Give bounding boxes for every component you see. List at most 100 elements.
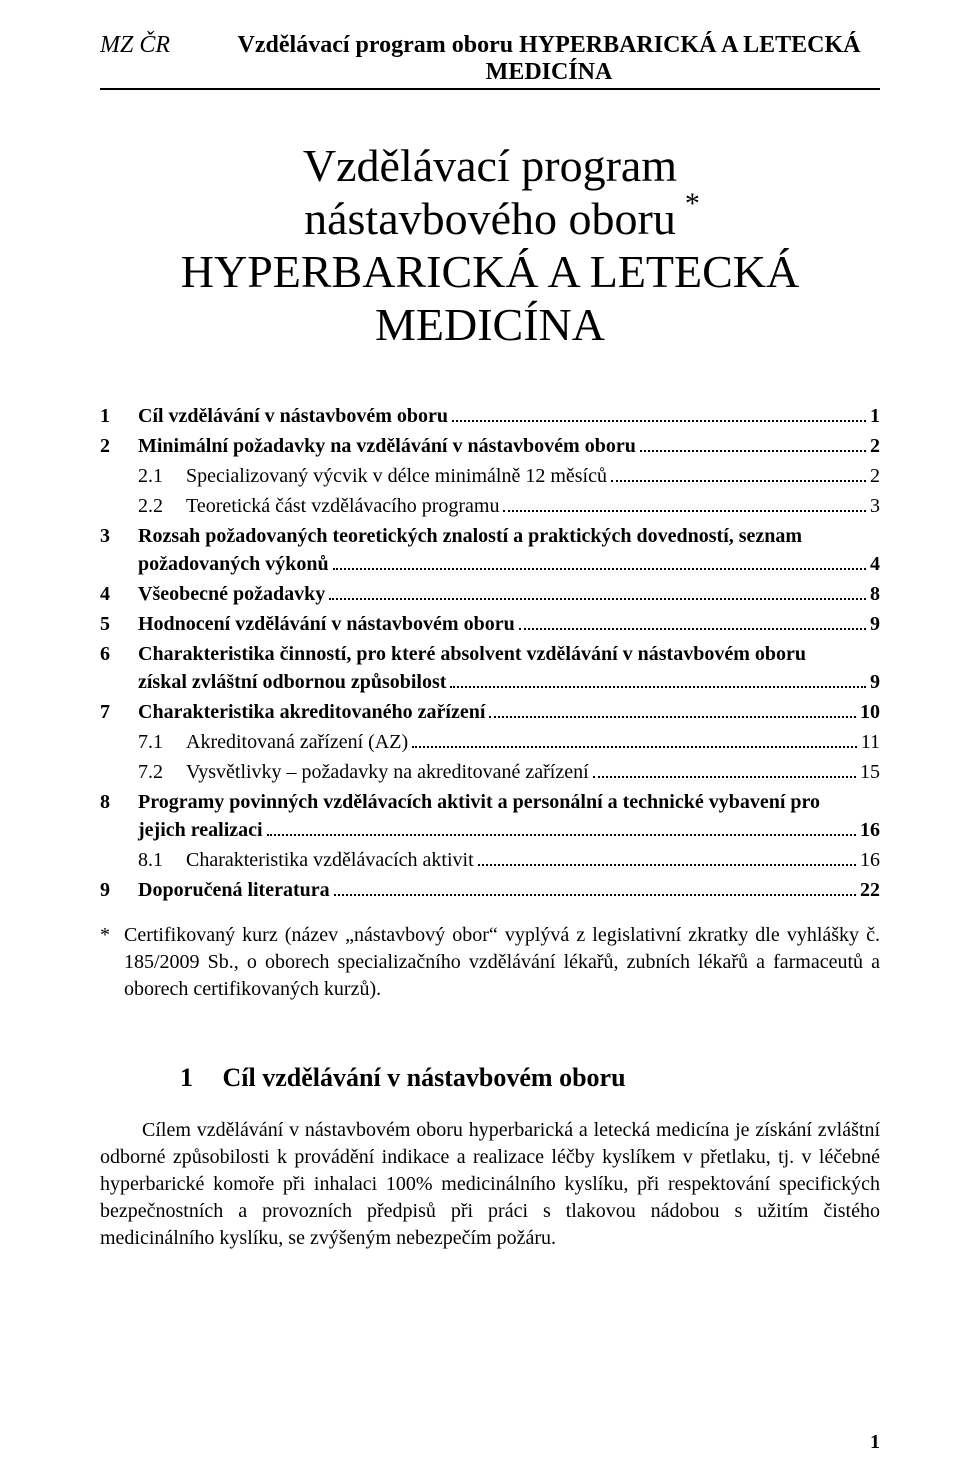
toc-number: 3 (100, 522, 138, 550)
toc-number: 2 (100, 432, 138, 460)
toc-label: Charakteristika vzdělávacích aktivit (186, 846, 474, 874)
toc-number: 7.2 (138, 758, 186, 786)
toc-page: 11 (861, 728, 880, 756)
toc-text: Charakteristika akreditovaného zařízení1… (138, 698, 880, 726)
toc-text: Charakteristika vzdělávacích aktivit 16 (186, 846, 880, 874)
toc-leader-dots (519, 610, 866, 630)
toc-number: 9 (100, 876, 138, 904)
toc-page: 1 (870, 402, 880, 430)
toc-leader-dots (450, 668, 866, 688)
toc-text: Specializovaný výcvik v délce minimálně … (186, 462, 880, 490)
toc-label: Hodnocení vzdělávání v nástavbovém oboru (138, 610, 515, 638)
toc-page: 22 (860, 876, 880, 904)
toc-text: Programy povinných vzdělávacích aktivit … (138, 788, 880, 844)
header-left: MZ ČR (100, 32, 170, 59)
toc-leader-dots (489, 698, 856, 718)
toc-label: získal zvláštní odbornou způsobilost (138, 668, 446, 696)
toc-entry: 5Hodnocení vzdělávání v nástavbovém obor… (100, 610, 880, 638)
toc-page: 8 (870, 580, 880, 608)
table-of-contents: 1Cíl vzdělávání v nástavbovém oboru12Min… (100, 402, 880, 904)
toc-number: 8 (100, 788, 138, 816)
toc-leader-dots (333, 550, 866, 570)
toc-label: Doporučená literatura (138, 876, 330, 904)
toc-text: Rozsah požadovaných teoretických znalost… (138, 522, 880, 578)
toc-label: Všeobecné požadavky (138, 580, 325, 608)
section-1-number: 1 (180, 1063, 216, 1093)
toc-text: Všeobecné požadavky 8 (138, 580, 880, 608)
toc-entry: 7.2Vysvětlivky – požadavky na akreditova… (138, 758, 880, 786)
toc-leader-dots (593, 758, 856, 778)
toc-leader-dots (412, 728, 857, 748)
toc-entry: 9Doporučená literatura 22 (100, 876, 880, 904)
toc-label: Teoretická část vzdělávacího programu (186, 492, 499, 520)
toc-leader-dots (329, 580, 866, 600)
toc-entry: 2.2Teoretická část vzdělávacího programu… (138, 492, 880, 520)
toc-text: Teoretická část vzdělávacího programu 3 (186, 492, 880, 520)
toc-text: Minimální požadavky na vzdělávání v nást… (138, 432, 880, 460)
toc-entry: 7Charakteristika akreditovaného zařízení… (100, 698, 880, 726)
toc-label: Charakteristika činností, pro které abso… (138, 640, 806, 668)
toc-page: 16 (860, 846, 880, 874)
footnote: * Certifikovaný kurz (název „nástavbový … (100, 922, 880, 1003)
toc-page: 2 (870, 462, 880, 490)
toc-entry: 8.1Charakteristika vzdělávacích aktivit 1… (138, 846, 880, 874)
toc-entry: 2Minimální požadavky na vzdělávání v nás… (100, 432, 880, 460)
toc-text: Hodnocení vzdělávání v nástavbovém oboru… (138, 610, 880, 638)
toc-page: 2 (870, 432, 880, 460)
toc-label: požadovaných výkonů (138, 550, 329, 578)
toc-entry: 3Rozsah požadovaných teoretických znalos… (100, 522, 880, 578)
toc-label: Charakteristika akreditovaného zařízení (138, 698, 485, 726)
toc-entry: 6Charakteristika činností, pro které abs… (100, 640, 880, 696)
title-line-3: HYPERBARICKÁ A LETECKÁ (100, 246, 880, 299)
toc-label: Rozsah požadovaných teoretických znalost… (138, 522, 802, 550)
toc-label: Specializovaný výcvik v délce minimálně … (186, 462, 607, 490)
title-line-1: Vzdělávací program (100, 140, 880, 193)
toc-leader-dots (334, 876, 856, 896)
toc-number: 6 (100, 640, 138, 668)
toc-page: 16 (860, 816, 880, 844)
toc-page: 9 (870, 668, 880, 696)
section-1-heading: 1 Cíl vzdělávání v nástavbovém oboru (180, 1063, 880, 1093)
toc-entry: 8Programy povinných vzdělávacích aktivit… (100, 788, 880, 844)
toc-label: Minimální požadavky na vzdělávání v nást… (138, 432, 636, 460)
toc-number: 2.1 (138, 462, 186, 490)
toc-leader-dots (611, 462, 866, 482)
toc-number: 7.1 (138, 728, 186, 756)
toc-page: 3 (870, 492, 880, 520)
toc-leader-dots (267, 816, 856, 836)
toc-entry: 2.1Specializovaný výcvik v délce minimál… (138, 462, 880, 490)
toc-label: Akreditovaná zařízení (AZ) (186, 728, 408, 756)
header-right: Vzdělávací program oboru HYPERBARICKÁ A … (218, 32, 880, 86)
title-line-2: nástavbového oboru (304, 193, 676, 244)
footnote-text: Certifikovaný kurz (název „nástavbový ob… (124, 922, 880, 1003)
toc-entry: 4Všeobecné požadavky 8 (100, 580, 880, 608)
toc-page: 4 (870, 550, 880, 578)
page: MZ ČR Vzdělávací program oboru HYPERBARI… (0, 0, 960, 1482)
toc-number: 5 (100, 610, 138, 638)
toc-leader-dots (640, 432, 866, 452)
toc-text: Vysvětlivky – požadavky na akreditované … (186, 758, 880, 786)
toc-label: Vysvětlivky – požadavky na akreditované … (186, 758, 589, 786)
toc-number: 4 (100, 580, 138, 608)
toc-leader-dots (478, 846, 856, 866)
toc-text: Doporučená literatura 22 (138, 876, 880, 904)
toc-leader-dots (503, 492, 866, 512)
document-title: Vzdělávací program nástavbového oboru * … (100, 140, 880, 352)
title-line-4: MEDICÍNA (100, 299, 880, 352)
title-asterisk: * (685, 187, 700, 221)
footnote-mark: * (100, 922, 124, 1003)
toc-number: 7 (100, 698, 138, 726)
toc-leader-dots (452, 402, 866, 422)
toc-page: 15 (860, 758, 880, 786)
toc-page: 9 (870, 610, 880, 638)
section-1-body: Cílem vzdělávání v nástavbovém oboru hyp… (100, 1117, 880, 1252)
toc-label: Programy povinných vzdělávacích aktivit … (138, 788, 820, 816)
toc-entry: 7.1Akreditovaná zařízení (AZ) 11 (138, 728, 880, 756)
running-header: MZ ČR Vzdělávací program oboru HYPERBARI… (100, 32, 880, 90)
toc-number: 8.1 (138, 846, 186, 874)
section-1-title: Cíl vzdělávání v nástavbovém oboru (223, 1063, 626, 1092)
toc-number: 2.2 (138, 492, 186, 520)
toc-text: Akreditovaná zařízení (AZ) 11 (186, 728, 880, 756)
toc-entry: 1Cíl vzdělávání v nástavbovém oboru1 (100, 402, 880, 430)
page-number: 1 (870, 1431, 880, 1454)
